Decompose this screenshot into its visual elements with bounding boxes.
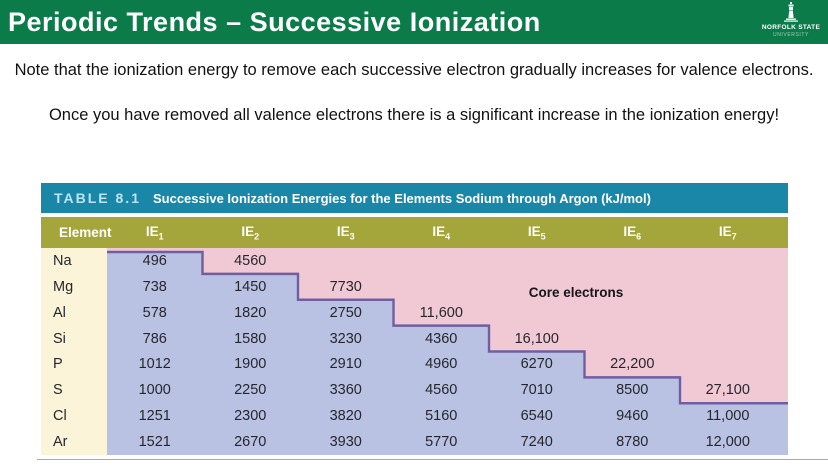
element-symbol: Cl	[53, 408, 67, 425]
ie-value: 7240	[520, 434, 553, 451]
ie-value: 3230	[329, 330, 362, 347]
ie-value: 2910	[329, 356, 362, 373]
ie-value: 1450	[234, 278, 267, 295]
column-header-ie7: IE7	[718, 223, 737, 242]
ie-value: 8780	[616, 434, 649, 451]
element-symbol: Ar	[53, 434, 68, 451]
paragraph-core-note: Once you have removed all valence electr…	[48, 105, 780, 124]
ie-value: 1900	[234, 356, 267, 373]
ie-value: 1251	[138, 408, 171, 425]
table-title-bar: TABLE 8.1 Successive Ionization Energies…	[41, 183, 788, 213]
valence-stair-shape	[107, 250, 788, 455]
table-row: S 1000 2250 3360 4560 7010 8500 27,100	[41, 377, 788, 403]
lighthouse-icon	[784, 2, 798, 22]
column-header-ie5: IE5	[527, 223, 546, 242]
ie-value: 1012	[138, 356, 171, 373]
element-symbol: Mg	[53, 278, 74, 295]
title-banner: Periodic Trends – Successive Ionization …	[0, 0, 828, 44]
table-row: Al 578 1820 2750 11,600	[41, 300, 788, 326]
ie-value: 27,100	[705, 382, 750, 399]
ie-value: 7730	[329, 278, 362, 295]
ie-value: 2750	[329, 304, 362, 321]
logo-text-line2: UNIVERSITY	[772, 31, 809, 38]
column-header-ie4: IE4	[432, 223, 451, 242]
core-electrons-label: Core electrons	[528, 285, 624, 300]
logo-text-line1: NORFOLK STATE	[761, 24, 821, 31]
university-logo: NORFOLK STATE UNIVERSITY	[760, 2, 822, 38]
table-row: Ar 1521 2670 3930 5770 7240 8780 12,000	[41, 429, 788, 455]
ie-value: 9460	[616, 408, 649, 425]
ie-value: 11,600	[419, 304, 463, 321]
element-symbol: Si	[53, 330, 66, 347]
ie-value: 3360	[329, 382, 362, 399]
ie-value: 5770	[425, 434, 458, 451]
table-column-header: Element IE1 IE2 IE3 IE4 IE5 IE6 IE7	[41, 217, 788, 248]
table-title: Successive Ionization Energies for the E…	[152, 190, 651, 206]
ie-value: 5160	[425, 408, 458, 425]
page-title: Periodic Trends – Successive Ionization	[8, 6, 541, 37]
column-header-element: Element	[59, 225, 112, 240]
element-symbol: Na	[53, 252, 72, 269]
bottom-divider	[37, 459, 828, 460]
ie-value: 12,000	[705, 434, 750, 451]
column-header-ie1: IE1	[145, 223, 164, 242]
ie-value: 738	[142, 278, 167, 295]
element-symbol: Al	[53, 304, 66, 321]
ie-value: 2250	[234, 382, 267, 399]
ionization-table: TABLE 8.1 Successive Ionization Energies…	[41, 183, 788, 455]
element-symbol: P	[53, 356, 63, 373]
ie-value: 496	[142, 252, 167, 269]
ie-value: 786	[142, 330, 167, 347]
table-body: Core electrons Na 496 4560 Mg 738 1450 7730 Al 5…	[41, 248, 788, 455]
ie-value: 4360	[425, 330, 458, 347]
ie-value: 4960	[425, 356, 458, 373]
core-electrons-region: Core electrons	[107, 248, 788, 455]
ie-value: 3930	[329, 434, 362, 451]
column-header-ie3: IE3	[336, 223, 355, 242]
ie-value: 7010	[520, 382, 553, 399]
ie-value: 1580	[234, 330, 267, 347]
ie-value: 2300	[234, 408, 267, 425]
paragraph-valence-note: Note that the ionization energy to remov…	[14, 61, 814, 79]
ie-value: 4560	[425, 382, 458, 399]
ie-value: 6540	[520, 408, 553, 425]
ie-value: 3820	[329, 408, 362, 425]
ie-value: 2670	[234, 434, 267, 451]
ie-value: 1820	[234, 304, 267, 321]
column-header-ie2: IE2	[241, 223, 260, 242]
table-row: Na 496 4560	[41, 248, 788, 274]
table-row: Cl 1251 2300 3820 5160 6540 9460 11,000	[41, 403, 788, 429]
ie-value: 4560	[234, 252, 267, 269]
ie-value: 1521	[138, 434, 171, 451]
ie-value: 11,000	[706, 408, 750, 425]
ie-value: 6270	[520, 356, 553, 373]
column-header-ie6: IE6	[623, 223, 642, 242]
table-rows: Na 496 4560 Mg 738 1450 7730 Al 578 1820 2750 11,60…	[41, 248, 788, 455]
ie-value: 22,200	[610, 356, 655, 373]
element-column-background	[41, 248, 107, 455]
element-symbol: S	[53, 382, 63, 399]
table-row: P 1012 1900 2910 4960 6270 22,200	[41, 352, 788, 378]
ie-value: 8500	[616, 382, 649, 399]
ie-value: 16,100	[514, 330, 559, 347]
ie-value: 578	[142, 304, 167, 321]
table-row: Mg 738 1450 7730	[41, 274, 788, 300]
table-number: TABLE 8.1	[54, 190, 141, 206]
ie-value: 1000	[138, 382, 171, 399]
table-row: Si 786 1580 3230 4360 16,100	[41, 326, 788, 352]
